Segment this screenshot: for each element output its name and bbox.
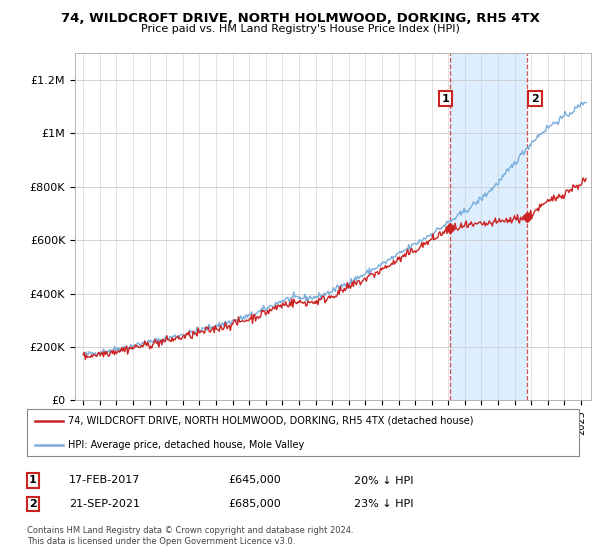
Text: 2: 2 [531, 94, 539, 104]
Text: 21-SEP-2021: 21-SEP-2021 [69, 499, 140, 509]
Text: 74, WILDCROFT DRIVE, NORTH HOLMWOOD, DORKING, RH5 4TX (detached house): 74, WILDCROFT DRIVE, NORTH HOLMWOOD, DOR… [68, 416, 474, 426]
Text: 1: 1 [442, 94, 449, 104]
Bar [451, 53, 527, 400]
Text: 17-FEB-2017: 17-FEB-2017 [69, 475, 140, 486]
Text: 74, WILDCROFT DRIVE, NORTH HOLMWOOD, DORKING, RH5 4TX: 74, WILDCROFT DRIVE, NORTH HOLMWOOD, DOR… [61, 12, 539, 25]
Text: 23% ↓ HPI: 23% ↓ HPI [354, 499, 413, 509]
Text: HPI: Average price, detached house, Mole Valley: HPI: Average price, detached house, Mole… [68, 440, 305, 450]
Text: £645,000: £645,000 [228, 475, 281, 486]
Text: 2: 2 [29, 499, 37, 509]
Text: 1: 1 [29, 475, 37, 486]
Text: Contains HM Land Registry data © Crown copyright and database right 2024.
This d: Contains HM Land Registry data © Crown c… [27, 526, 353, 546]
Text: £685,000: £685,000 [228, 499, 281, 509]
Text: Price paid vs. HM Land Registry's House Price Index (HPI): Price paid vs. HM Land Registry's House … [140, 24, 460, 34]
Text: 20% ↓ HPI: 20% ↓ HPI [354, 475, 413, 486]
